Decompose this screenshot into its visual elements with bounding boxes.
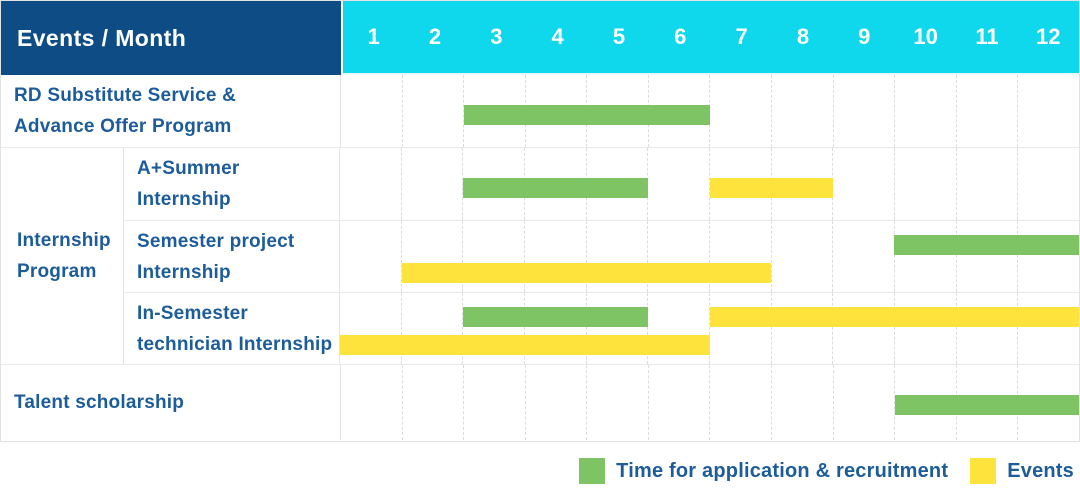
grid-column [955,148,1018,220]
gantt-bar-event [340,335,710,355]
gantt-track-rd-substitute-service [341,75,1079,147]
row-semester-project-internship: Semester project Internship [124,220,1079,292]
legend: Time for application & recruitment Events [579,456,1074,486]
legend-swatch-application [579,458,606,484]
internship-program-section: Internship Program A+Summer Internship S… [1,147,1079,364]
gantt-bar-event [709,178,833,198]
grid-column [1017,75,1079,147]
grid-column [585,293,648,364]
grid-column [894,293,956,364]
row-label-in-semester-technician-internship: In-Semester technician Internship [124,293,340,364]
gantt-track-semester-project-internship [340,221,1079,292]
month-header-5: 5 [612,24,626,49]
gantt-bar-application [463,178,648,198]
grid-column [524,221,586,292]
grid-column [771,365,833,440]
grid-column [894,75,956,147]
grid-column [955,221,1018,292]
month-header-10: 10 [913,24,938,49]
grid-column [341,75,402,147]
legend-label-application: Time for application & recruitment [616,459,949,482]
gantt-track-a-plus-summer-internship [340,148,1079,220]
table-header-row: Events / Month 1 2 3 4 5 6 7 8 9 10 11 12 [1,1,1079,75]
events-month-header: Events / Month [1,1,341,75]
month-header-7: 7 [735,24,748,49]
grid-column [770,293,833,364]
grid-column [524,365,587,440]
month-header-2: 2 [428,24,442,49]
row-label-a-plus-summer-internship: A+Summer Internship [124,148,340,220]
grid-column [586,365,648,440]
month-header-12: 12 [1036,24,1061,49]
month-header-strip: 1 2 3 4 5 6 7 8 9 10 11 12 [341,1,1079,75]
gantt-bar-application [464,105,710,125]
grid-column [832,75,895,147]
grid-column [709,75,771,147]
table-body: RD Substitute Service & Advance Offer Pr… [1,75,1079,440]
grid-column [400,221,463,292]
grid-column [894,148,956,220]
gantt-track-talent-scholarship [341,365,1079,440]
internship-program-rows: A+Summer Internship Semester project Int… [124,148,1079,364]
grid-column [1017,221,1079,292]
grid-column [463,75,525,147]
grid-column [709,365,771,440]
month-header-11: 11 [975,24,999,49]
row-label-semester-project-internship: Semester project Internship [124,221,340,292]
row-in-semester-technician-internship: In-Semester technician Internship [124,292,1079,364]
grid-column [400,293,463,364]
month-header-3: 3 [490,24,503,49]
gantt-bar-application [894,235,1079,255]
gantt-bar-application [894,395,1079,415]
grid-column [463,365,525,440]
grid-column [585,221,648,292]
legend-swatch-event [970,458,997,484]
grid-column [832,293,894,364]
row-label-talent-scholarship: Talent scholarship [1,365,341,440]
grid-column [894,221,956,292]
grid-column [341,365,402,440]
gantt-bar-event [709,307,1079,327]
grid-column [832,148,894,220]
legend-label-event: Events [1007,459,1074,482]
grid-column [709,221,771,292]
grid-column [462,293,524,364]
row-talent-scholarship: Talent scholarship [1,364,1079,440]
grid-column [1017,293,1079,364]
grid-column [647,148,709,220]
grid-column [771,75,833,147]
grid-column [340,148,401,220]
grid-column [955,293,1018,364]
month-header-9: 9 [858,24,871,49]
grid-column [647,365,710,440]
grid-column [647,293,709,364]
row-label-rd-substitute-service: RD Substitute Service & Advance Offer Pr… [1,75,341,147]
month-header-1: 1 [367,24,380,49]
gantt-bar-event [401,263,772,283]
month-header-4: 4 [551,24,564,49]
row-a-plus-summer-internship: A+Summer Internship [124,148,1079,220]
grid-column [462,148,524,220]
grid-column [647,221,709,292]
month-header-8: 8 [796,24,810,49]
grid-column [400,148,463,220]
group-label-internship-program: Internship Program [1,148,124,364]
row-rd-substitute-service: RD Substitute Service & Advance Offer Pr… [1,75,1079,147]
schedule-table: Events / Month 1 2 3 4 5 6 7 8 9 10 11 12 RD Substi… [0,0,1080,442]
gantt-bar-application [463,307,648,327]
grid-column [524,293,586,364]
month-header-6: 6 [674,24,687,49]
grid-column [462,221,524,292]
grid-column [955,75,1018,147]
grid-column [1017,148,1079,220]
grid-column [709,293,771,364]
grid-column [832,221,894,292]
grid-column [401,75,464,147]
grid-column [832,365,895,440]
grid-column [401,365,464,440]
grid-column [770,221,833,292]
gantt-track-in-semester-technician-internship [340,293,1079,364]
grid-column [340,221,401,292]
